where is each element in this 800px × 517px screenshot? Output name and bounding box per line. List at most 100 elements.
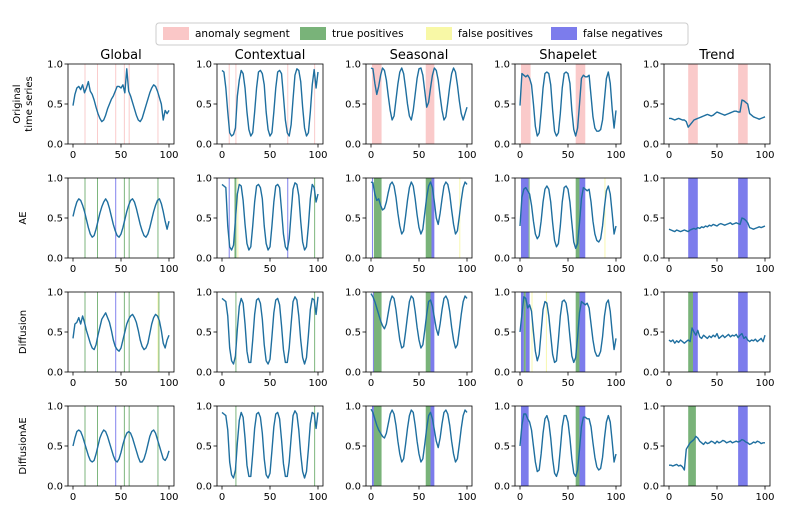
x-tick-label-r1-c4-2: 100: [755, 264, 774, 275]
segment-fn-r3-c3-0: [520, 406, 529, 486]
panel-r0-c0: 0 50 100 0.0 0.5 1.0: [47, 60, 178, 162]
y-tick-label-r1-c3-0: 0.0: [494, 254, 510, 265]
x-tick-label-r1-c4-1: 50: [711, 264, 724, 275]
y-tick-label-r0-c1-0: 0.0: [196, 140, 212, 151]
x-tick-label-r1-c4-0: 0: [666, 264, 672, 275]
segment-tp-r2-c0-1: [97, 292, 98, 372]
y-tick-label-r0-c2-1: 0.5: [345, 100, 361, 111]
series-line-r3-c4: [669, 435, 765, 471]
segment-fn-r2-c2-0: [372, 292, 374, 372]
segment-anomaly-r0-c1-3: [314, 64, 316, 144]
series-line-r3-c2: [370, 408, 468, 463]
x-tick-label-r3-c4-0: 0: [666, 492, 672, 503]
segment-fn-r3-c3-2: [579, 406, 586, 486]
segment-tp-r1-c2-2: [425, 178, 432, 258]
series-line-r1-c3: [519, 185, 617, 250]
x-tick-label-r0-c1-2: 100: [308, 150, 327, 161]
segment-fn-r1-c0-2: [115, 178, 117, 258]
x-tick-label-r1-c1-0: 0: [219, 264, 225, 275]
series-line-r2-c2: [370, 293, 468, 349]
series-line-r0-c0: [72, 68, 170, 123]
y-tick-label-r3-c0-0: 0.0: [47, 482, 63, 493]
x-tick-label-r0-c2-2: 100: [457, 150, 476, 161]
column-title-1: Contextual: [235, 48, 306, 63]
column-title-3: Shapelet: [539, 48, 596, 63]
panel-r1-c2: 0 50 100 0.0 0.5 1.0: [345, 174, 476, 276]
segment-tp-r1-c0-1: [97, 178, 98, 258]
segment-fn-r1-c3-0: [520, 178, 529, 258]
segment-anomaly-r0-c3-1: [575, 64, 586, 144]
x-tick-label-r3-c1-2: 100: [308, 492, 327, 503]
row-label-3-line-0: DiffusionAE: [18, 417, 29, 474]
y-tick-label-r2-c3-0: 0.0: [494, 368, 510, 379]
series-line-r0-c4: [669, 99, 766, 128]
segment-tp-r3-c2-2: [425, 406, 431, 486]
y-tick-label-r1-c0-2: 1.0: [47, 174, 63, 185]
segment-anomaly-r0-c4-1: [738, 64, 748, 144]
series-line-r0-c1: [221, 68, 319, 137]
segment-fn-r1-c1-3: [287, 178, 289, 258]
column-title-4: Trend: [698, 48, 735, 63]
row-label-0: Original time series: [12, 76, 35, 131]
y-tick-label-r0-c0-0: 0.0: [47, 140, 63, 151]
y-tick-label-r3-c3-1: 0.5: [494, 442, 510, 453]
y-tick-label-r0-c3-2: 1.0: [494, 60, 510, 71]
y-tick-label-r3-c2-2: 1.0: [345, 402, 361, 413]
panel-r0-c2: 0 50 100 0.0 0.5 1.0: [345, 60, 476, 162]
row-label-0-line-0: Original: [12, 84, 23, 123]
segment-tp-r2-c4-0: [688, 292, 693, 372]
panel-r3-c0: 0 50 100 0.0 0.5 1.0: [47, 402, 178, 504]
legend: anomaly segment true positives false posit…: [155, 22, 689, 46]
x-tick-label-r1-c3-1: 50: [562, 264, 575, 275]
x-tick-label-r2-c1-0: 0: [219, 378, 225, 389]
legend-swatch-1: [300, 27, 326, 40]
row-label-2: Diffusion: [18, 310, 29, 354]
x-tick-label-r2-c4-1: 50: [711, 378, 724, 389]
segment-tp-r2-c2-1: [373, 292, 382, 372]
x-tick-label-r3-c2-2: 100: [457, 492, 476, 503]
x-tick-label-r3-c4-1: 50: [711, 492, 724, 503]
segment-fn-r2-c3-0: [520, 292, 524, 372]
x-tick-label-r2-c0-1: 50: [115, 378, 128, 389]
segment-fp-r2-c3-3: [531, 292, 533, 372]
segment-tp-r3-c4-0: [688, 406, 696, 486]
segment-fn-r1-c3-3: [579, 178, 586, 258]
series-line-r2-c1: [221, 296, 319, 365]
y-tick-label-r0-c4-0: 0.0: [643, 140, 659, 151]
y-tick-label-r1-c2-1: 0.5: [345, 214, 361, 225]
x-tick-label-r1-c0-1: 50: [115, 264, 128, 275]
segment-tp-r3-c0-4: [128, 406, 130, 486]
y-tick-label-r3-c2-1: 0.5: [345, 442, 361, 453]
x-tick-label-r0-c2-1: 50: [413, 150, 426, 161]
segment-anomaly-r0-c0-5: [157, 64, 159, 144]
column-title-2: Seasonal: [390, 48, 449, 63]
y-tick-label-r1-c0-1: 0.5: [47, 214, 63, 225]
segment-anomaly-r0-c1-1: [235, 64, 237, 144]
x-tick-label-r1-c0-2: 100: [159, 264, 178, 275]
x-tick-label-r0-c1-0: 0: [219, 150, 225, 161]
legend-swatch-2: [426, 27, 452, 40]
segment-fn-r2-c0-2: [115, 292, 117, 372]
y-tick-label-r1-c1-1: 0.5: [196, 214, 212, 225]
panel-r3-c4: 0 50 100 0.0 0.5 1.0: [643, 402, 774, 504]
x-tick-label-r0-c0-1: 50: [115, 150, 128, 161]
row-label-0-line-1: time series: [24, 76, 35, 131]
segment-tp-r1-c0-3: [123, 178, 125, 258]
x-tick-label-r2-c4-2: 100: [755, 378, 774, 389]
segment-tp-r1-c0-0: [84, 178, 86, 258]
segment-tp-r3-c0-3: [123, 406, 125, 486]
y-tick-label-r3-c3-2: 1.0: [494, 402, 510, 413]
y-tick-label-r2-c2-0: 0.0: [345, 368, 361, 379]
segment-anomaly-r0-c0-4: [128, 64, 130, 144]
segment-tp-r1-c0-5: [157, 178, 159, 258]
y-tick-label-r1-c1-2: 1.0: [196, 174, 212, 185]
y-tick-label-r3-c4-2: 1.0: [643, 402, 659, 413]
segment-fn-r3-c2-0: [371, 406, 374, 486]
x-tick-label-r3-c4-2: 100: [755, 492, 774, 503]
row-label-3: DiffusionAE: [18, 417, 29, 474]
row-labels: Original time series AE Diffusion DiffusionA…: [12, 76, 35, 474]
x-tick-label-r2-c1-2: 100: [308, 378, 327, 389]
panel-r3-c1: 0 50 100 0.0 0.5 1.0: [196, 402, 327, 504]
